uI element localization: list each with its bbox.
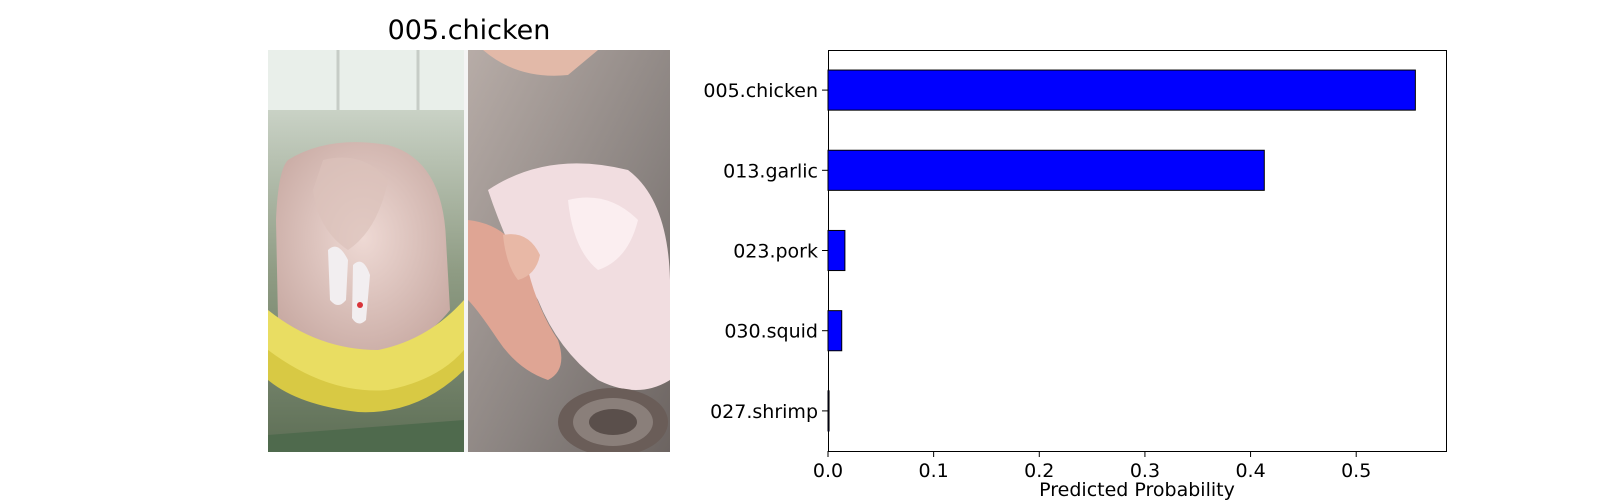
- x-tick-label: 0.3: [1130, 460, 1160, 482]
- y-tick-label: 005.chicken: [703, 80, 818, 102]
- x-tick-label: 0.0: [813, 460, 843, 482]
- bar-023.pork: [827, 229, 846, 272]
- x-tick-label: 0.2: [1024, 460, 1054, 482]
- x-tick-label: 0.5: [1341, 460, 1371, 482]
- x-axis-label: Predicted Probability: [1039, 479, 1235, 500]
- bar-005.chicken: [827, 69, 1416, 111]
- chicken-photo: [268, 50, 670, 452]
- image-title: 005.chicken: [387, 15, 551, 46]
- y-tick-label: 013.garlic: [723, 160, 818, 182]
- bar-013.garlic: [827, 149, 1265, 191]
- bar-027.shrimp: [827, 390, 830, 432]
- y-tick-label: 023.pork: [733, 241, 818, 263]
- y-tick-label: 030.squid: [724, 321, 818, 343]
- bar-030.squid: [827, 310, 843, 352]
- x-tick-label: 0.1: [919, 460, 949, 482]
- y-tick-label: 027.shrimp: [710, 401, 818, 423]
- x-tick-label: 0.4: [1235, 460, 1265, 482]
